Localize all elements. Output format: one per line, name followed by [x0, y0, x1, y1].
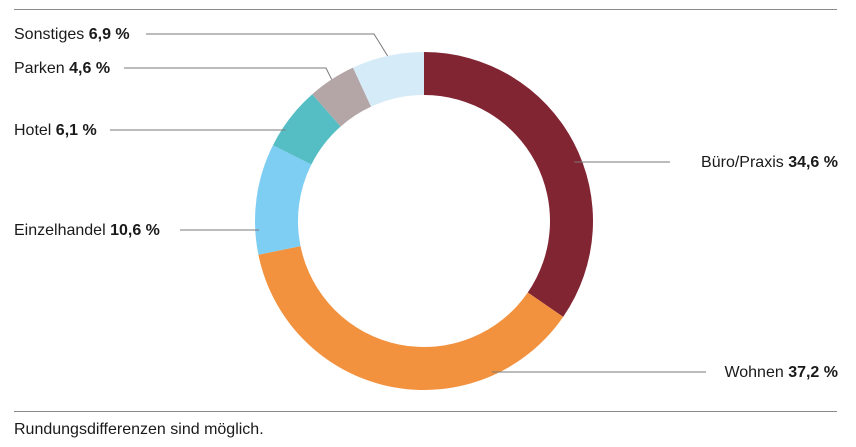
slice-hotel — [272, 94, 341, 165]
slice-label: Einzelhandel 10,6 % — [14, 222, 160, 239]
leader-line — [146, 33, 389, 57]
slice-b-ro-praxis — [424, 52, 593, 317]
leader-line — [124, 67, 333, 80]
slice-einzelhandel — [255, 145, 312, 255]
slice-label: Hotel 6,1 % — [14, 122, 97, 139]
slice-label: Parken 4,6 % — [14, 60, 110, 77]
slice-label: Sonstiges 6,9 % — [14, 26, 130, 43]
slice-label: Büro/Praxis 34,6 % — [701, 154, 838, 171]
bottom-rule — [14, 411, 837, 412]
slice-parken — [312, 67, 372, 127]
slice-wohnen — [258, 246, 564, 390]
slice-label: Wohnen 37,2 % — [724, 364, 838, 381]
footnote: Rundungsdifferenzen sind möglich. — [14, 421, 264, 438]
slice-sonstiges — [353, 52, 424, 107]
top-rule — [14, 9, 837, 10]
